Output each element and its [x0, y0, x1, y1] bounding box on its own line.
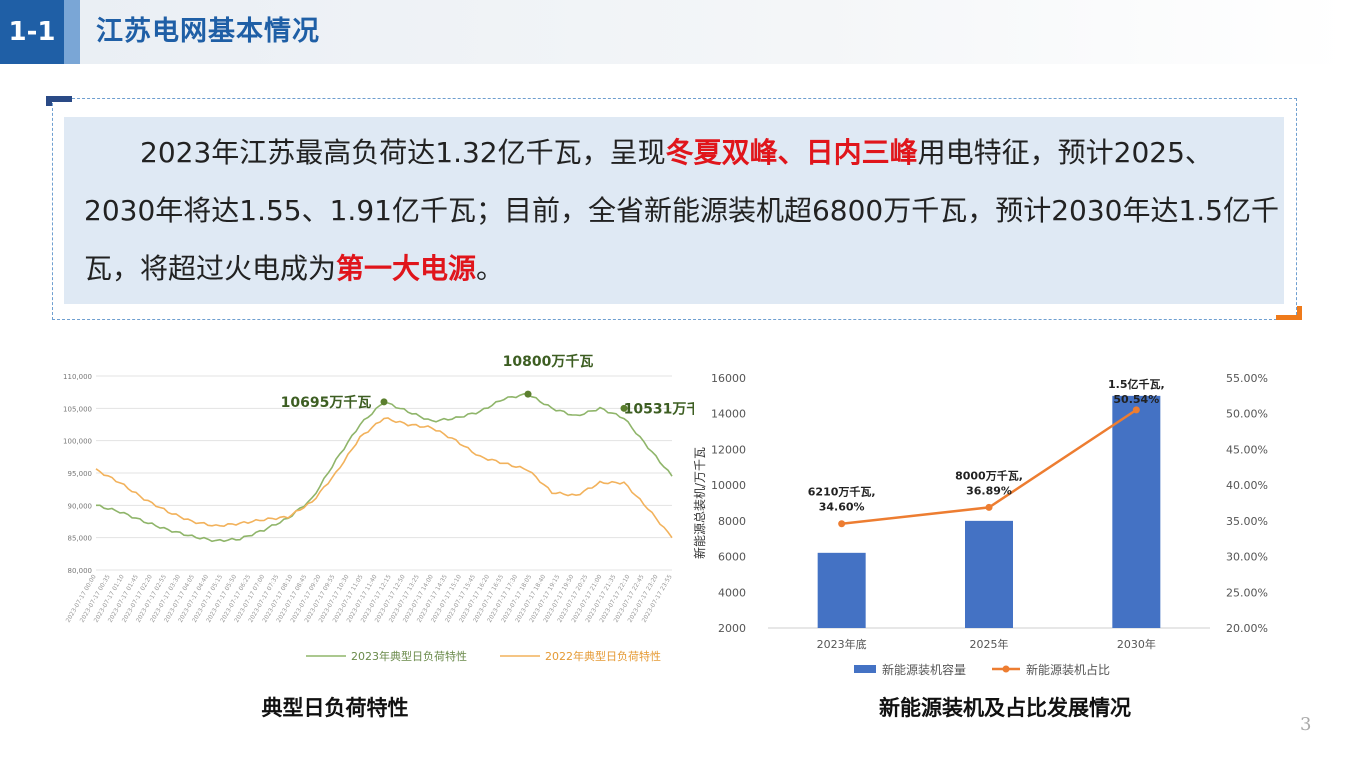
- nev-y2-tick: 55.00%: [1226, 372, 1268, 385]
- load-y-tick: 95,000: [68, 470, 93, 478]
- callout-text-part1: 2023年江苏最高负荷达1.32亿千瓦，呈现: [140, 136, 666, 169]
- nev-bar: [817, 552, 866, 628]
- nev-y2-tick: 50.00%: [1226, 408, 1268, 421]
- nev-x-tick: 2025年: [970, 637, 1009, 651]
- nev-legend-label: 新能源装机占比: [1026, 662, 1110, 677]
- peak-marker: [524, 390, 532, 398]
- nev-data-label: 8000万千瓦,: [955, 468, 1023, 482]
- nev-x-tick: 2023年底: [817, 637, 867, 651]
- nev-y-tick: 6000: [718, 551, 746, 564]
- callout-text: 2023年江苏最高负荷达1.32亿千瓦，呈现冬夏双峰、日内三峰用电特征，预计20…: [84, 124, 1279, 298]
- header-bar: [0, 0, 1350, 64]
- nev-x-tick: 2030年: [1117, 637, 1156, 651]
- callout-highlight-2: 第一大电源: [336, 252, 477, 285]
- load-y-tick: 105,000: [63, 405, 92, 413]
- peak-label: 10800万千瓦: [503, 353, 594, 370]
- load-y-tick: 110,000: [63, 373, 92, 381]
- peak-marker: [620, 404, 628, 412]
- peak-marker: [380, 398, 388, 406]
- nev-y-tick: 14000: [711, 408, 746, 421]
- nev-legend-swatch: [854, 665, 876, 673]
- nev-y2-tick: 20.00%: [1226, 622, 1268, 635]
- nev-bar: [1112, 395, 1161, 628]
- load-legend-label: 2023年典型日负荷特性: [351, 649, 467, 663]
- callout-text-part2: 用电特征，预计2025、2030年将达1.55、1.91亿千瓦；目前，全省新能源…: [84, 136, 1279, 285]
- nev-y-tick: 8000: [718, 515, 746, 528]
- corner-decoration-top-left: [46, 96, 72, 106]
- nev-data-label: 6210万千瓦,: [808, 485, 876, 499]
- nev-ratio-point: [838, 520, 846, 528]
- load-legend-label: 2022年典型日负荷特性: [545, 649, 661, 663]
- nev-legend-marker: [1002, 665, 1010, 673]
- nev-data-label: 50.54%: [1113, 393, 1159, 406]
- section-accent: [64, 0, 80, 64]
- nev-y-tick: 10000: [711, 479, 746, 492]
- nev-ratio-point: [1132, 406, 1140, 414]
- nev-y2-tick: 25.00%: [1226, 586, 1268, 599]
- nev-y2-tick: 35.00%: [1226, 515, 1268, 528]
- nev-bar: [965, 520, 1013, 628]
- nev-y-tick: 16000: [711, 372, 746, 385]
- callout-box: [64, 117, 1284, 304]
- nev-y2-tick: 30.00%: [1226, 551, 1268, 564]
- daily-load-chart: 110,000 105,000 100,000 95,000 90,000 85,000 8…: [63, 353, 694, 663]
- callout-text-part3: 。: [476, 252, 505, 285]
- load-series-line: [95, 417, 673, 539]
- corner-decoration-bottom-right: [1276, 306, 1302, 320]
- callout-highlight-1: 冬夏双峰、日内三峰: [665, 136, 918, 169]
- new-energy-chart: 16000 14000 12000 10000 8000 6000 4000 2000 55.0…: [692, 372, 1268, 677]
- callout-frame: [52, 98, 1297, 320]
- nev-y2-tick: 45.00%: [1226, 443, 1268, 456]
- nev-y-tick: 2000: [718, 622, 746, 635]
- nev-ratio-point: [985, 503, 993, 511]
- nev-y-axis-label: 新能源总装机/万千瓦: [692, 447, 707, 559]
- peak-label: 10531万千瓦: [624, 400, 694, 417]
- nev-data-label: 36.89%: [966, 484, 1012, 497]
- section-number: 1-1: [0, 0, 64, 64]
- nev-y-tick: 4000: [718, 586, 746, 599]
- load-y-tick: 85,000: [68, 535, 93, 543]
- page-title: 江苏电网基本情况: [96, 16, 320, 47]
- load-y-tick: 80,000: [68, 567, 93, 575]
- nev-y-tick: 12000: [711, 443, 746, 456]
- peak-label: 10695万千瓦: [281, 394, 372, 411]
- nev-y2-tick: 40.00%: [1226, 479, 1268, 492]
- nev-data-label: 34.60%: [819, 501, 865, 514]
- nev-legend-label: 新能源装机容量: [882, 662, 966, 677]
- load-y-tick: 90,000: [68, 502, 93, 510]
- new-energy-chart-caption: 新能源装机及占比发展情况: [879, 696, 1131, 720]
- load-y-tick: 100,000: [63, 438, 92, 446]
- nev-data-label: 1.5亿千瓦,: [1108, 377, 1165, 391]
- load-chart-caption: 典型日负荷特性: [261, 696, 409, 720]
- page-number: 3: [1300, 714, 1312, 735]
